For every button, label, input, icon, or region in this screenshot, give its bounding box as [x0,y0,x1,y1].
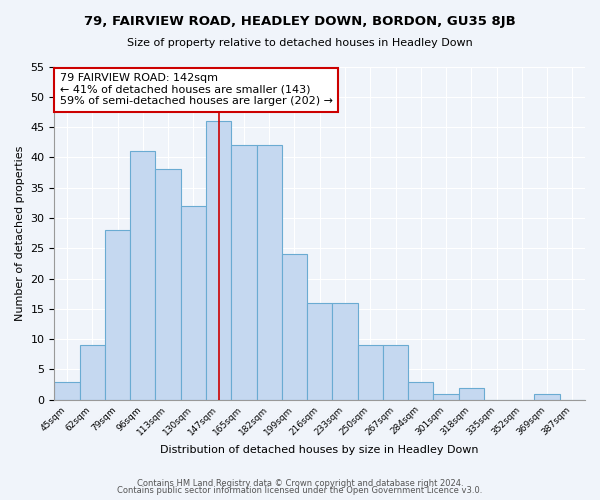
Bar [433,394,458,400]
Bar [181,206,206,400]
X-axis label: Distribution of detached houses by size in Headley Down: Distribution of detached houses by size … [160,445,479,455]
Text: Size of property relative to detached houses in Headley Down: Size of property relative to detached ho… [127,38,473,48]
Bar [408,382,433,400]
Bar [458,388,484,400]
Text: 79 FAIRVIEW ROAD: 142sqm
← 41% of detached houses are smaller (143)
59% of semi-: 79 FAIRVIEW ROAD: 142sqm ← 41% of detach… [60,73,333,106]
Bar [282,254,307,400]
Bar [206,121,231,400]
Bar [155,170,181,400]
Bar [55,382,80,400]
Bar [358,345,383,400]
Y-axis label: Number of detached properties: Number of detached properties [15,146,25,321]
Text: Contains public sector information licensed under the Open Government Licence v3: Contains public sector information licen… [118,486,482,495]
Bar [383,345,408,400]
Bar [307,303,332,400]
Bar [130,152,155,400]
Bar [257,146,282,400]
Bar [332,303,358,400]
Bar [535,394,560,400]
Bar [231,146,257,400]
Bar [105,230,130,400]
Bar [80,345,105,400]
Text: Contains HM Land Registry data © Crown copyright and database right 2024.: Contains HM Land Registry data © Crown c… [137,478,463,488]
Text: 79, FAIRVIEW ROAD, HEADLEY DOWN, BORDON, GU35 8JB: 79, FAIRVIEW ROAD, HEADLEY DOWN, BORDON,… [84,15,516,28]
